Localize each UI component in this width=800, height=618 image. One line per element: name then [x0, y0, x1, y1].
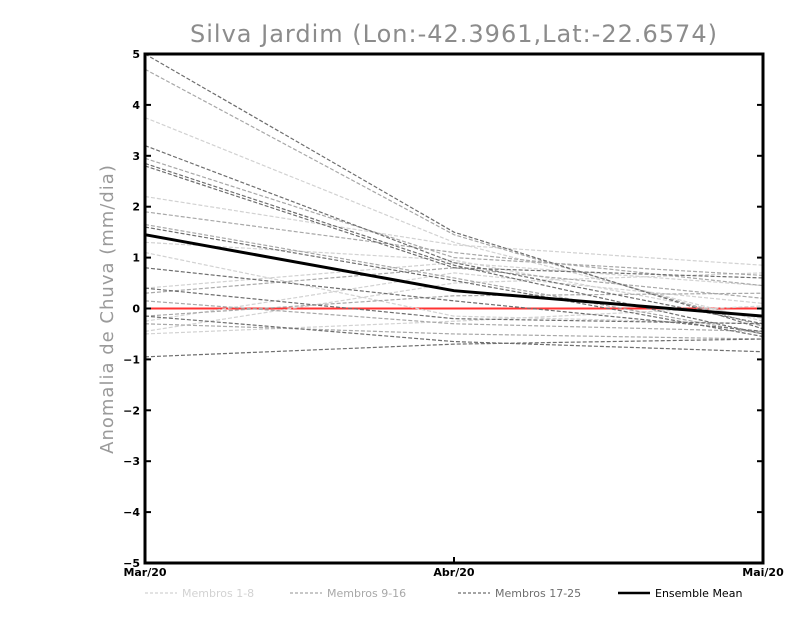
member-line-group3-2: [144, 145, 764, 325]
member-line-group1-2: [144, 195, 764, 266]
x-tick-label: Mar/20: [123, 566, 166, 579]
member-line-group2-7: [144, 300, 764, 333]
legend-label: Ensemble Mean: [655, 587, 742, 600]
member-line-group3-1: [144, 53, 764, 330]
member-line-group3-9: [144, 338, 764, 358]
member-line-group3-7: [144, 287, 764, 325]
legend-label: Membros 9-16: [327, 587, 406, 600]
x-tick-label: Mai/20: [742, 566, 784, 579]
member-line-group1-5: [144, 272, 764, 322]
ensemble-mean-line: [144, 233, 764, 318]
member-line-group3-4: [144, 165, 764, 279]
legend-label: Membros 17-25: [495, 587, 581, 600]
legend-label: Membros 1-8: [182, 587, 254, 600]
member-line-group1-1: [144, 117, 764, 322]
member-line-group1-7: [144, 251, 764, 325]
y-tick-label: −3: [123, 455, 140, 468]
member-line-group2-2: [144, 157, 764, 277]
member-line-group2-4: [144, 223, 764, 335]
y-tick-label: 4: [132, 99, 140, 112]
y-tick-label: 5: [132, 48, 140, 61]
y-tick-label: 1: [132, 252, 140, 265]
y-tick-label: −1: [123, 353, 140, 366]
member-line-group3-6: [144, 267, 764, 333]
member-line-group3-8: [144, 315, 764, 353]
y-tick-label: −4: [123, 506, 140, 519]
member-line-group2-6: [144, 292, 764, 317]
y-tick-label: 2: [132, 201, 140, 214]
member-line-group1-4: [144, 262, 764, 289]
y-axis-label: Anomalia de Chuva (mm/dia): [97, 164, 118, 454]
chart-title: Silva Jardim (Lon:-42.3961,Lat:-22.6574): [190, 20, 718, 48]
member-line-group1-6: [144, 272, 764, 332]
member-line-group1-3: [144, 241, 764, 320]
member-line-group2-8: [144, 323, 764, 340]
y-tick-label: 3: [132, 150, 140, 163]
y-tick-label: −5: [123, 557, 140, 570]
member-line-group3-3: [144, 162, 764, 335]
y-tick-label: −2: [123, 404, 140, 417]
member-line-group2-1: [144, 68, 764, 327]
y-tick-label: 0: [132, 303, 140, 316]
member-line-group3-5: [144, 226, 764, 338]
member-line-group2-5: [144, 267, 764, 299]
member-line-group1-8: [144, 305, 764, 335]
x-tick-label: Abr/20: [433, 566, 474, 579]
